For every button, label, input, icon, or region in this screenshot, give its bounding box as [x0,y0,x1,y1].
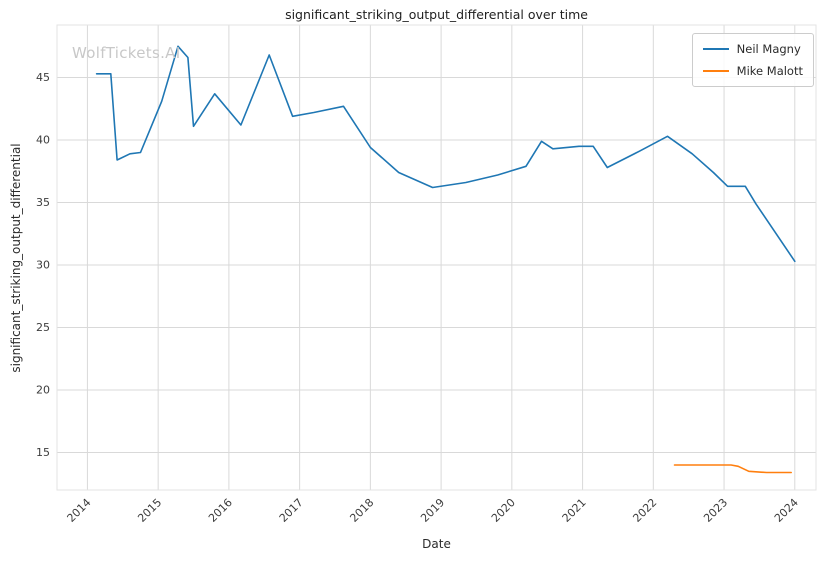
svg-text:30: 30 [36,259,50,272]
svg-text:2014: 2014 [65,496,94,525]
legend-label-neil-magny: Neil Magny [736,42,801,56]
y-axis-label: significant_striking_output_differential [9,143,23,373]
svg-text:2019: 2019 [418,496,447,525]
x-axis-label: Date [422,537,451,551]
svg-text:2015: 2015 [135,496,164,525]
svg-text:2016: 2016 [206,496,235,525]
legend-item-mike-malott: Mike Malott [702,64,803,78]
svg-text:2023: 2023 [701,496,730,525]
svg-text:2022: 2022 [630,496,659,525]
svg-text:40: 40 [36,134,50,147]
legend-line-swatch-neil-magny [702,48,729,50]
legend-item-neil-magny: Neil Magny [702,42,803,56]
legend: Neil Magny Mike Malott [691,33,814,87]
svg-text:15: 15 [36,446,50,459]
watermark-wolftickets: WolfTickets.AI [72,44,181,62]
svg-text:20: 20 [36,384,50,397]
chart-title: significant_striking_output_differential… [285,7,588,22]
svg-text:2021: 2021 [560,496,589,525]
legend-label-mike-malott: Mike Malott [736,64,803,78]
svg-text:2020: 2020 [489,496,518,525]
svg-text:45: 45 [36,71,50,84]
svg-text:2024: 2024 [772,496,801,525]
svg-text:2018: 2018 [347,496,376,525]
svg-text:35: 35 [36,196,50,209]
legend-line-swatch-mike-malott [702,70,729,72]
svg-text:25: 25 [36,321,50,334]
svg-text:2017: 2017 [277,496,306,525]
